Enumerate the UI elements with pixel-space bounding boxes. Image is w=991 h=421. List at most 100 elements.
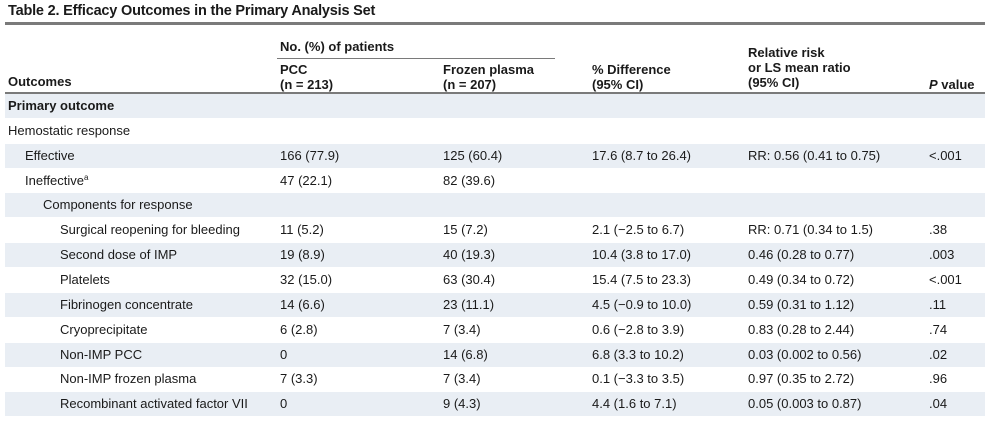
table-row: Primary outcome <box>5 94 985 118</box>
row-label-text: Surgical reopening for bleeding <box>60 222 240 238</box>
table-row: Non-IMP PCC 0 14 (6.8) 6.8 (3.3 to 10.2) 0.0… <box>5 342 985 367</box>
header-p-rest: value <box>937 77 975 92</box>
cell-difference: 6.8 (3.3 to 10.2) <box>592 346 684 362</box>
row-label-text: Recombinant activated factor VII <box>60 396 248 412</box>
table-row: Non-IMP frozen plasma 7 (3.3) 7 (3.4) 0.1 (… <box>5 367 985 391</box>
row-label: Platelets <box>60 268 110 292</box>
header-pcc-name: PCC <box>280 62 308 77</box>
row-label-text: Fibrinogen concentrate <box>60 296 193 312</box>
row-label: Recombinant activated factor VII <box>60 392 248 416</box>
row-label-text: Non-IMP PCC <box>60 346 143 362</box>
header-p-letter: P <box>929 77 938 92</box>
table-row: Surgical reopening for bleeding 11 (5.2) 1… <box>5 218 985 242</box>
row-label-text: Primary outcome <box>8 98 115 113</box>
table-row: Fibrinogen concentrate 14 (6.6) 23 (11.1) 4… <box>5 292 985 317</box>
cell-p-value: .11 <box>929 296 947 312</box>
header-pcc-n: (n = 213) <box>280 77 334 92</box>
cell-relative-risk: 0.46 (0.28 to 0.77) <box>748 247 855 263</box>
row-label: Hemostatic response <box>8 119 130 143</box>
cell-relative-risk: 0.97 (0.35 to 2.72) <box>748 371 855 387</box>
row-label: Second dose of IMP <box>60 243 177 267</box>
header-fp-name: Frozen plasma <box>443 62 535 77</box>
cell-difference: 15.4 (7.5 to 23.3) <box>592 271 692 287</box>
row-label-text: Platelets <box>60 271 110 287</box>
header-outcomes: Outcomes <box>8 74 72 89</box>
row-label: Cryoprecipitate <box>60 318 147 342</box>
table-row: Second dose of IMP 19 (8.9) 40 (19.3) 10.4 … <box>5 243 985 268</box>
cell-pcc: 19 (8.9) <box>280 247 325 263</box>
row-label: Surgical reopening for bleeding <box>60 218 240 242</box>
cell-difference: 17.6 (8.7 to 26.4) <box>592 147 692 163</box>
cell-difference: 0.6 (−2.8 to 3.9) <box>592 321 685 337</box>
cell-relative-risk: RR: 0.56 (0.41 to 0.75) <box>748 147 881 163</box>
cell-difference: 0.1 (−3.3 to 3.5) <box>592 371 685 387</box>
row-label: Primary outcome <box>8 94 114 118</box>
cell-frozen-plasma: 14 (6.8) <box>443 346 488 362</box>
cell-p-value: .74 <box>929 321 948 337</box>
cell-pcc: 47 (22.1) <box>280 172 333 188</box>
row-label-text: Components for response <box>43 197 193 213</box>
cell-p-value: .96 <box>929 371 948 387</box>
header-rr-ci: (95% CI) <box>748 75 800 90</box>
cell-relative-risk: 0.05 (0.003 to 0.87) <box>748 396 862 412</box>
row-label: Fibrinogen concentrate <box>60 293 193 317</box>
cell-frozen-plasma: 63 (30.4) <box>443 271 496 287</box>
table-row: Ineffectivea 47 (22.1) 82 (39.6) <box>5 169 985 193</box>
row-label-text: Effective <box>25 147 75 163</box>
cell-pcc: 7 (3.3) <box>280 371 318 387</box>
row-label: Non-IMP PCC <box>60 343 142 367</box>
cell-p-value: .02 <box>929 346 948 362</box>
cell-difference: 2.1 (−2.5 to 6.7) <box>592 222 685 238</box>
table-row: Effective 166 (77.9) 125 (60.4) 17.6 (8.7 t… <box>5 143 985 168</box>
table-row: Components for response <box>5 193 985 218</box>
row-label-text: Hemostatic response <box>8 122 131 138</box>
cell-pcc: 0 <box>280 346 288 362</box>
cell-pcc: 11 (5.2) <box>280 222 324 238</box>
footnote-marker: a <box>84 172 89 182</box>
cell-frozen-plasma: 23 (11.1) <box>443 296 495 312</box>
table-row: Platelets 32 (15.0) 63 (30.4) 15.4 (7.5 to … <box>5 268 985 292</box>
cell-frozen-plasma: 7 (3.4) <box>443 321 481 337</box>
header-rr-line1: Relative risk <box>748 45 825 60</box>
cell-pcc: 6 (2.8) <box>280 321 318 337</box>
row-label: Ineffectivea <box>25 169 88 193</box>
cell-relative-risk: 0.83 (0.28 to 2.44) <box>748 321 855 337</box>
cell-pcc: 14 (6.6) <box>280 296 325 312</box>
cell-pcc: 32 (15.0) <box>280 271 333 287</box>
header-rr-line2: or LS mean ratio <box>748 60 851 75</box>
header-group-rule <box>277 58 555 59</box>
table-row: Recombinant activated factor VII 0 9 (4.3)… <box>5 392 985 417</box>
cell-relative-risk: RR: 0.71 (0.34 to 1.5) <box>748 222 874 238</box>
row-label-text: Non-IMP frozen plasma <box>60 371 197 387</box>
cell-relative-risk: 0.49 (0.34 to 0.72) <box>748 271 855 287</box>
row-label-text: Cryoprecipitate <box>60 321 148 337</box>
cell-p-value: <.001 <box>929 271 962 287</box>
cell-difference: 10.4 (3.8 to 17.0) <box>592 247 692 263</box>
row-label: Effective <box>25 144 75 168</box>
cell-pcc: 0 <box>280 396 288 412</box>
table-title: Table 2. Efficacy Outcomes in the Primar… <box>8 3 376 19</box>
cell-frozen-plasma: 40 (19.3) <box>443 247 496 263</box>
cell-relative-risk: 0.03 (0.002 to 0.56) <box>748 346 862 362</box>
row-label-text: Second dose of IMP <box>60 247 178 263</box>
row-label: Components for response <box>43 193 193 217</box>
cell-frozen-plasma: 15 (7.2) <box>443 222 488 238</box>
cell-p-value: .003 <box>929 247 955 263</box>
table-row: Cryoprecipitate 6 (2.8) 7 (3.4) 0.6 (−2.8 t… <box>5 318 985 342</box>
header-diff-ci: (95% CI) <box>592 77 644 92</box>
header-fp-n: (n = 207) <box>443 77 497 92</box>
cell-difference: 4.5 (−0.9 to 10.0) <box>592 296 692 312</box>
cell-relative-risk: 0.59 (0.31 to 1.12) <box>748 296 855 312</box>
table-row: Hemostatic response <box>5 119 985 143</box>
cell-frozen-plasma: 125 (60.4) <box>443 147 503 163</box>
cell-frozen-plasma: 7 (3.4) <box>443 371 481 387</box>
efficacy-table: Outcomes No. (%) of patients PCC (n = 21… <box>5 22 985 421</box>
cell-pcc: 166 (77.9) <box>280 147 340 163</box>
cell-frozen-plasma: 9 (4.3) <box>443 396 481 412</box>
table-header: Outcomes No. (%) of patients PCC (n = 21… <box>5 25 985 94</box>
cell-p-value: <.001 <box>929 147 962 163</box>
row-label: Non-IMP frozen plasma <box>60 367 196 391</box>
cell-p-value: .04 <box>929 396 948 412</box>
header-group-label: No. (%) of patients <box>280 39 395 54</box>
header-p-value: P value <box>929 77 975 92</box>
